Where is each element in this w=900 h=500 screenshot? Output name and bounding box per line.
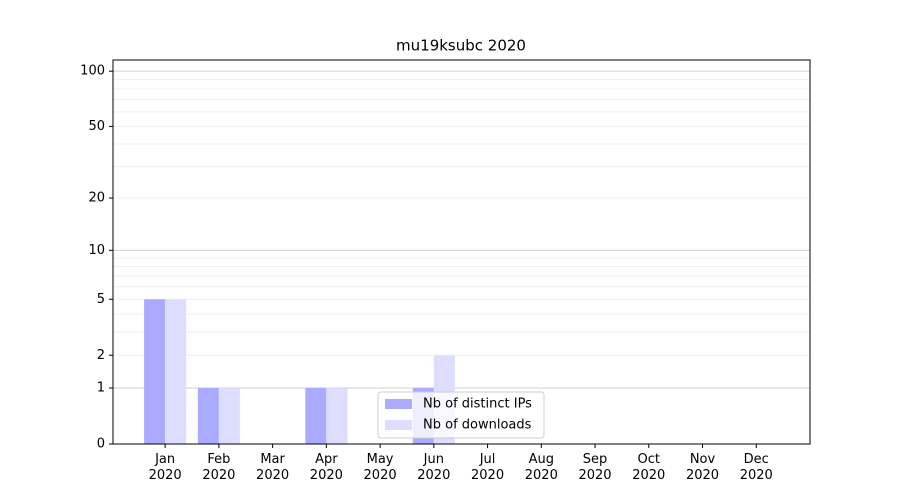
chart-title: mu19ksubc 2020: [396, 37, 526, 55]
bar: [305, 388, 327, 444]
legend-box: [377, 391, 545, 439]
x-tick-label: May 2020: [363, 452, 397, 483]
y-tick-label: 2: [97, 348, 105, 363]
y-tick-label: 5: [97, 292, 105, 307]
legend: Nb of distinct IPs Nb of downloads: [377, 391, 545, 439]
legend-label: Nb of distinct IPs: [423, 397, 532, 412]
bar: [165, 299, 187, 444]
bar: [218, 388, 240, 444]
x-tick-label: Aug 2020: [524, 452, 558, 483]
bar: [326, 388, 348, 444]
x-tick-label: Nov 2020: [685, 452, 720, 483]
x-tick-label: Oct 2020: [632, 452, 666, 483]
x-tick-label: Sep 2020: [578, 452, 612, 483]
x-tick-label: Jan 2020: [148, 452, 182, 483]
y-tick-label: 1: [97, 381, 105, 396]
x-tick-label: Feb 2020: [202, 452, 236, 483]
x-tick-label: Apr 2020: [309, 452, 343, 483]
legend-swatch: [385, 420, 412, 430]
y-tick-label: 100: [80, 64, 105, 79]
x-tick-label: Jun 2020: [417, 452, 451, 483]
legend-swatch: [385, 399, 412, 409]
y-tick-label: 50: [88, 119, 105, 134]
bar: [144, 299, 166, 444]
x-tick-label: Mar 2020: [256, 452, 290, 483]
y-tick-label: 0: [97, 437, 105, 452]
legend-label: Nb of downloads: [423, 418, 532, 433]
bar: [197, 388, 219, 444]
y-tick-label: 20: [88, 191, 105, 206]
x-tick-label: Jul 2020: [471, 452, 505, 483]
y-tick-label: 10: [88, 243, 105, 258]
plot-frame: [112, 59, 811, 445]
x-tick-label: Dec 2020: [739, 452, 773, 483]
